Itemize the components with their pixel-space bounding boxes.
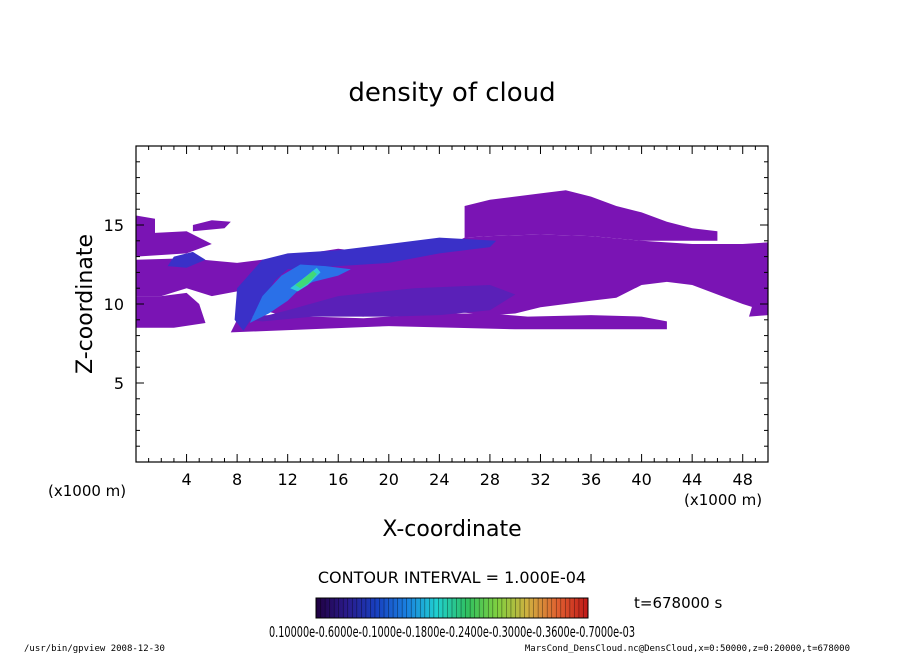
x-tick-label: 28 <box>480 470 500 489</box>
contour-fill-layer <box>136 190 768 333</box>
contour-region-mid <box>234 237 497 331</box>
footer-left: /usr/bin/gpview 2008-12-30 <box>24 644 165 654</box>
x-tick-label: 40 <box>631 470 651 489</box>
contour-region-mid <box>167 251 206 268</box>
x-tick-label: 32 <box>530 470 550 489</box>
y-tick-label: 5 <box>114 374 124 393</box>
x-tick-label: 16 <box>328 470 348 489</box>
x-tick-label: 8 <box>232 470 242 489</box>
x-tick-label: 12 <box>278 470 298 489</box>
chart-title: density of cloud <box>348 78 555 108</box>
plot-area <box>135 145 769 463</box>
contour-region-low <box>192 220 231 232</box>
x-unit-label-right: (x1000 m) <box>684 491 762 509</box>
contour-interval-label: CONTOUR INTERVAL = 1.000E-04 <box>318 568 586 587</box>
contour-region-low <box>136 215 212 257</box>
x-unit-label-left: (x1000 m) <box>48 482 126 500</box>
y-tick-label: 15 <box>104 216 124 235</box>
footer-right: MarsCond_DensCloud.nc@DensCloud,x=0:5000… <box>525 644 850 654</box>
axis-ticks <box>136 146 768 462</box>
y-tick-label: 10 <box>104 295 124 314</box>
x-tick-label: 20 <box>379 470 399 489</box>
y-axis-label: Z-coordinate <box>73 234 98 374</box>
x-tick-label: 24 <box>429 470 449 489</box>
x-axis-label: X-coordinate <box>382 517 521 542</box>
colorbar-level-lines <box>320 598 584 618</box>
contour-region-low <box>136 234 768 317</box>
contour-region-max <box>295 270 317 289</box>
contour-region-high <box>249 264 351 323</box>
colorbar-labels: 0.10000e-0.6000e-0.1000e-0.1800e-0.2400e… <box>269 623 635 641</box>
contour-region-low <box>464 190 718 241</box>
contour-region-low <box>136 292 206 328</box>
time-label: t=678000 s <box>634 594 722 612</box>
contour-region-low <box>749 300 768 317</box>
x-tick-label: 44 <box>682 470 702 489</box>
colorbar <box>315 597 589 619</box>
contour-region-low <box>230 313 667 333</box>
x-tick-label: 36 <box>581 470 601 489</box>
contour-region-low_mid <box>249 285 516 322</box>
x-tick-label: 4 <box>181 470 191 489</box>
x-tick-label: 48 <box>733 470 753 489</box>
